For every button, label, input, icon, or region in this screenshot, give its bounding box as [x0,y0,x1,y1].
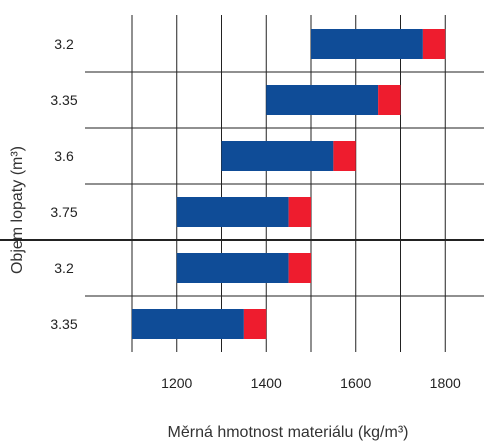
category-label: 3.35 [50,92,77,108]
bar-secondary-segment [288,253,311,283]
bars [132,29,446,339]
category-labels: 3.2 3.35 3.6 3.75 3.2 3.35 [50,36,77,332]
bar-primary-segment [176,253,289,283]
bar-secondary-segment [243,309,267,339]
bar-secondary-segment [333,141,356,171]
bar-secondary-segment [378,85,401,115]
x-tick-label: 1600 [340,375,371,391]
category-label: 3.75 [50,204,77,220]
x-axis-title: Měrná hmotnost materiálu (kg/m³) [168,424,409,441]
x-tick-label: 1400 [251,375,282,391]
bar-primary-segment [132,309,244,339]
bar-primary-segment [311,29,423,59]
y-axis-title: Objem lopaty (m³) [9,146,26,274]
category-label: 3.35 [50,316,77,332]
grid-lines [0,15,484,352]
x-tick-label: 1800 [430,375,461,391]
category-label: 3.2 [54,260,74,276]
bar-secondary-segment [288,197,311,227]
bar-primary-segment [221,141,334,171]
bar-primary-segment [176,197,289,227]
x-tick-label: 1200 [161,375,192,391]
category-label: 3.2 [54,36,74,52]
bar-secondary-segment [422,29,446,59]
category-label: 3.6 [54,148,74,164]
bar-primary-segment [266,85,379,115]
x-tick-labels: 1200 1400 1600 1800 [161,375,461,391]
